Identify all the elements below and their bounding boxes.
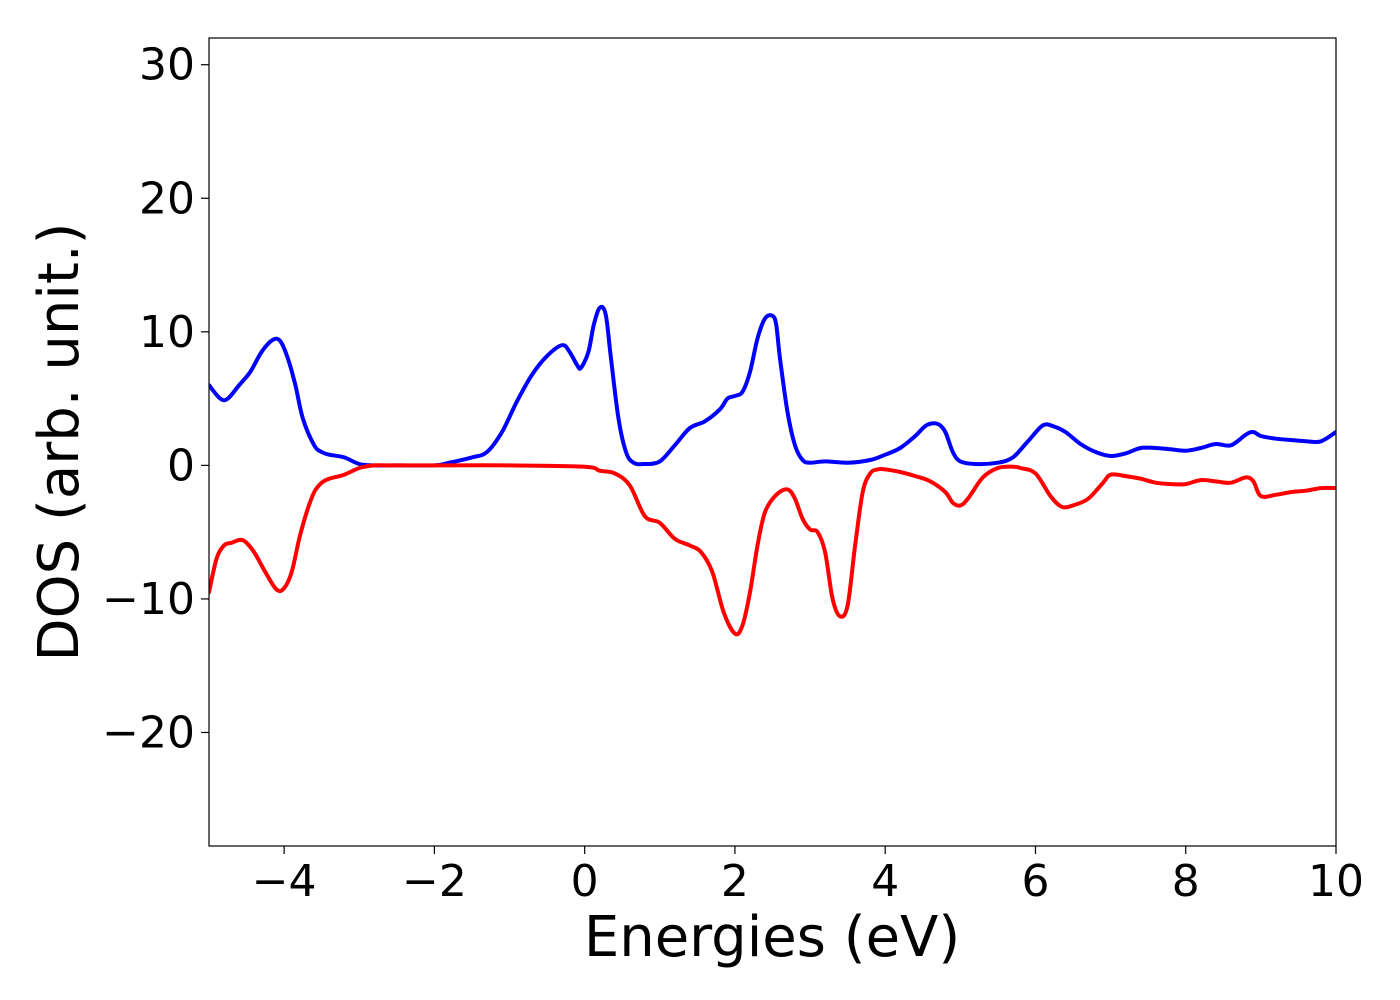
- x-tick-label: 8: [1172, 856, 1200, 907]
- x-tick-label: −2: [402, 856, 467, 907]
- x-tick-label: −4: [252, 856, 317, 907]
- y-axis-ticks: −20 −10 0 10 20 30: [102, 40, 209, 758]
- y-tick-label: −20: [102, 707, 195, 758]
- x-tick-label: 0: [571, 856, 599, 907]
- x-tick-label: 10: [1308, 856, 1364, 907]
- plot-frame: [208, 37, 1337, 847]
- series-line-blue: [209, 304, 1336, 468]
- x-tick-label: 4: [871, 856, 899, 907]
- series-line-red: [209, 463, 1336, 637]
- y-tick-label: 20: [139, 173, 195, 224]
- x-tick-label: 6: [1021, 856, 1049, 907]
- y-tick-label: 10: [139, 307, 195, 358]
- y-tick-label: −10: [102, 574, 195, 625]
- y-axis-label: DOS (arb. unit.): [27, 222, 92, 661]
- x-axis-ticks: −4 −2 0 2 4 6 8 10: [252, 846, 1364, 907]
- y-tick-label: 30: [139, 40, 195, 91]
- y-tick-label: 0: [167, 440, 195, 491]
- series-layer: [209, 304, 1336, 637]
- x-tick-label: 2: [721, 856, 749, 907]
- x-axis-label: Energies (eV): [584, 905, 960, 970]
